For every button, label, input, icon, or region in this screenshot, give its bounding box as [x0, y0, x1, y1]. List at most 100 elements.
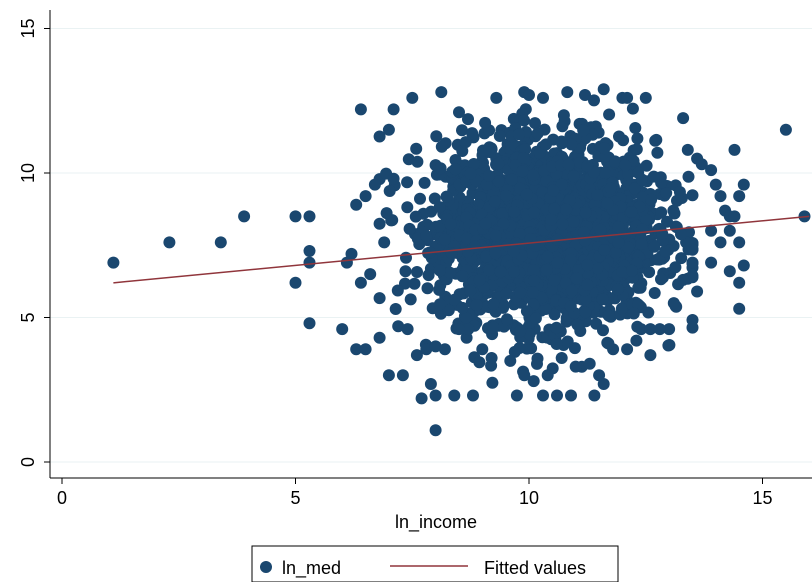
data-point	[440, 190, 453, 203]
data-point	[518, 369, 531, 382]
data-point	[473, 274, 486, 287]
data-point	[567, 215, 580, 228]
data-point	[705, 164, 718, 177]
data-point	[438, 343, 451, 356]
data-point	[663, 339, 676, 351]
data-point	[501, 313, 513, 326]
data-point	[640, 159, 653, 172]
data-point	[445, 247, 458, 260]
data-point	[410, 349, 423, 362]
data-point	[597, 83, 610, 96]
data-point	[214, 236, 227, 249]
data-point	[569, 360, 582, 373]
data-point	[597, 324, 609, 337]
data-point	[401, 323, 414, 336]
data-point	[497, 217, 510, 230]
data-point	[389, 303, 402, 315]
data-point	[615, 302, 628, 315]
data-point	[628, 182, 641, 195]
data-point	[488, 195, 501, 208]
data-point	[448, 293, 461, 306]
data-point	[382, 369, 395, 382]
data-point	[354, 103, 367, 116]
data-point	[705, 224, 718, 237]
data-point	[571, 318, 584, 331]
data-point	[350, 343, 363, 356]
data-point	[636, 223, 648, 236]
data-point	[527, 169, 539, 182]
data-point	[626, 102, 639, 115]
data-point	[714, 190, 727, 203]
data-point	[486, 376, 499, 389]
data-point	[675, 252, 688, 265]
data-point	[737, 178, 750, 191]
data-point	[555, 135, 568, 148]
data-point	[675, 228, 687, 241]
fitted-line-layer	[113, 215, 810, 284]
data-point	[464, 284, 477, 297]
data-point	[289, 210, 302, 223]
data-point	[477, 144, 489, 157]
data-point	[635, 323, 648, 336]
data-point	[476, 343, 489, 356]
data-point	[350, 198, 363, 211]
data-point	[303, 256, 316, 269]
data-point	[411, 155, 424, 168]
data-point	[480, 250, 493, 263]
data-point	[659, 245, 672, 258]
data-point	[593, 369, 606, 382]
data-point	[479, 116, 492, 129]
data-point	[460, 232, 473, 245]
data-point	[289, 276, 302, 289]
data-point	[612, 221, 625, 233]
data-point	[622, 168, 635, 181]
data-point	[523, 89, 535, 101]
data-point	[626, 264, 638, 277]
legend-marker-ln-med	[260, 561, 272, 573]
data-point	[462, 323, 475, 336]
data-point	[513, 228, 526, 241]
data-point	[723, 265, 736, 278]
data-point	[456, 124, 468, 137]
data-point	[541, 369, 554, 382]
data-point	[500, 287, 513, 300]
data-point	[435, 86, 448, 99]
data-point	[635, 238, 648, 250]
data-point	[540, 138, 552, 151]
data-point	[444, 218, 457, 231]
data-point	[411, 266, 423, 278]
legend-label-ln-med: ln_med	[282, 558, 341, 579]
scatter-points	[107, 83, 811, 437]
y-tick-label: 15	[18, 18, 38, 38]
data-point	[598, 244, 611, 256]
data-point	[421, 282, 434, 295]
data-point	[541, 250, 554, 263]
data-point	[733, 236, 746, 249]
data-point	[577, 124, 590, 137]
data-point	[550, 338, 563, 350]
data-point	[462, 113, 474, 126]
data-point	[647, 170, 660, 183]
data-point	[645, 193, 658, 206]
data-point	[551, 389, 563, 402]
data-point	[456, 301, 469, 314]
data-point	[668, 207, 681, 220]
data-point	[714, 236, 727, 249]
data-point	[396, 369, 409, 382]
data-point	[667, 297, 680, 310]
data-point	[616, 266, 628, 278]
data-point	[516, 165, 529, 178]
data-point	[579, 206, 592, 219]
data-point	[632, 166, 645, 179]
data-point	[550, 321, 563, 334]
data-point	[514, 325, 527, 338]
data-point	[625, 206, 638, 218]
data-point	[686, 321, 699, 334]
data-point	[414, 192, 426, 205]
data-point	[545, 213, 557, 226]
data-point	[429, 424, 442, 437]
data-point	[673, 186, 686, 198]
legend-label-fitted-values: Fitted values	[484, 558, 586, 578]
data-point	[648, 287, 661, 299]
data-point	[163, 236, 176, 249]
